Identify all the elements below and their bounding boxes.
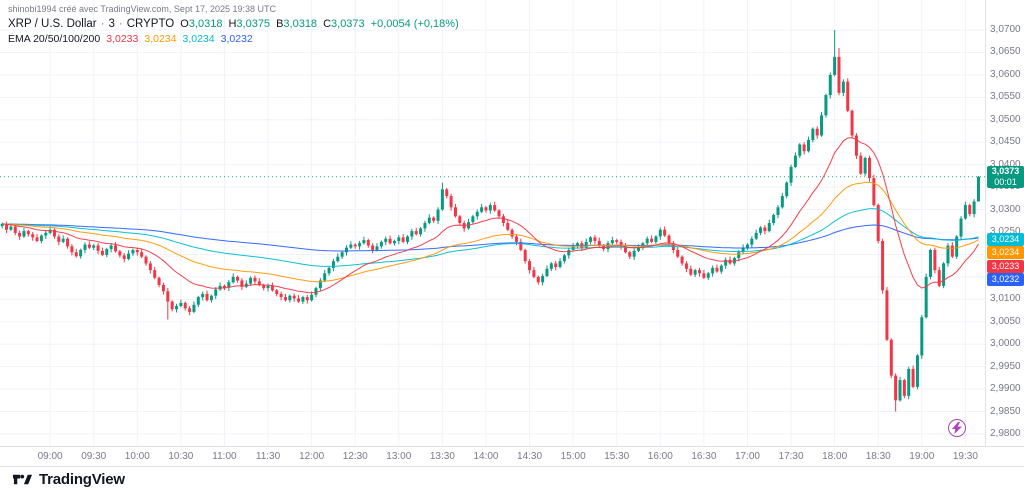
symbol-legend[interactable]: XRP / U.S. Dollar · 3 · CRYPTO O3,0318 H3,0375… — [8, 18, 459, 30]
time-label: 18:30 — [865, 451, 891, 462]
footer-bar: TradingView — [0, 466, 1024, 492]
price-tick-label: 3,0100 — [990, 293, 1021, 305]
time-label: 12:30 — [342, 451, 368, 462]
ema200-value: 3,0232 — [220, 33, 253, 45]
ema20-value: 3,0233 — [106, 33, 139, 45]
time-label: 14:30 — [517, 451, 543, 462]
price-tick-label: 3,0700 — [990, 24, 1021, 35]
time-label: 15:30 — [604, 451, 630, 462]
time-label: 17:00 — [734, 451, 760, 462]
time-label: 18:00 — [822, 451, 848, 462]
close-label: C — [323, 18, 332, 30]
open-label: O — [180, 18, 189, 30]
price-tick-label: 3,0000 — [990, 338, 1021, 350]
time-label: 19:30 — [952, 451, 978, 462]
ema20-price-tag: 3,0233 — [987, 259, 1024, 273]
ema50-value: 3,0234 — [144, 33, 177, 45]
price-tick-label: 2,9950 — [990, 360, 1021, 372]
time-label: 09:00 — [37, 451, 63, 462]
legend-separator: · — [100, 18, 105, 30]
chart-plot-area[interactable] — [0, 0, 985, 446]
time-label: 12:00 — [299, 451, 325, 462]
price-tick-label: 3,0300 — [990, 203, 1021, 215]
symbol-name: XRP / U.S. Dollar — [8, 18, 97, 30]
attribution-text: shinobi1994 créé avec TradingView.com, S… — [8, 4, 277, 14]
time-label: 09:30 — [81, 451, 107, 462]
time-label: 14:00 — [473, 451, 499, 462]
high-value: 3,0375 — [236, 18, 271, 30]
time-label: 11:00 — [212, 451, 237, 462]
price-tick-label: 3,0050 — [990, 315, 1021, 327]
grid-layer — [0, 0, 985, 446]
open-value: 3,0318 — [188, 18, 223, 30]
time-axis[interactable]: 09:00 09:30 10:00 10:30 11:00 11:30 12:00 12:30… — [0, 446, 1024, 466]
time-label: 15:00 — [560, 451, 586, 462]
price-tick-label: 3,0500 — [990, 113, 1021, 125]
time-label: 13:00 — [386, 451, 412, 462]
time-label: 10:00 — [124, 451, 150, 462]
time-label: 11:30 — [255, 451, 281, 462]
low-label: B — [276, 18, 284, 30]
time-label: 17:30 — [778, 451, 804, 462]
price-tick-label: 3,0600 — [990, 68, 1021, 80]
time-label: 16:00 — [647, 451, 673, 462]
tradingview-wordmark[interactable]: TradingView — [39, 471, 125, 488]
price-tick-label: 3,0250 — [990, 226, 1021, 237]
price-tick-label: 2,9850 — [990, 405, 1021, 417]
price-tick-label: 3,0650 — [990, 46, 1021, 58]
price-tick-label: 2,9900 — [990, 383, 1021, 395]
high-label: H — [228, 18, 237, 30]
price-axis[interactable]: 3,0700 3,0650 3,0600 3,0550 3,0500 3,0450 3,04… — [985, 0, 1024, 446]
price-tick-label: 2,9800 — [990, 428, 1021, 439]
boost-button[interactable] — [948, 419, 966, 437]
legend-separator: · — [118, 18, 123, 30]
interval-label: 3 — [108, 18, 115, 30]
ema200-price-tag: 3,0232 — [987, 273, 1024, 287]
change-value: +0,0054 (+0,18%) — [370, 18, 459, 30]
market-label: CRYPTO — [126, 18, 175, 30]
time-label: 16:30 — [691, 451, 717, 462]
ema100-price-tag: 3,0234 — [987, 232, 1024, 246]
ema-lines-layer — [2, 137, 979, 294]
chart-region: shinobi1994 créé avec TradingView.com, S… — [0, 0, 985, 446]
time-label: 13:30 — [429, 451, 455, 462]
low-value: 3,0318 — [283, 18, 318, 30]
lightning-icon — [952, 422, 962, 434]
close-value: 3,0373 — [331, 18, 365, 30]
last-price-tag: 3,0373 00:01 — [987, 165, 1024, 188]
ema50-price-tag: 3,0234 — [987, 246, 1024, 260]
candles-layer — [0, 30, 980, 412]
tradingview-logo[interactable] — [12, 472, 33, 487]
price-tick-label: 3,0400 — [990, 158, 1021, 170]
price-tick-label: 3,0450 — [990, 136, 1021, 148]
time-label: 19:00 — [909, 451, 935, 462]
ema100-value: 3,0234 — [182, 33, 215, 45]
chart-overlay: shinobi1994 créé avec TradingView.com, S… — [8, 4, 459, 48]
time-label: 10:30 — [168, 451, 194, 462]
price-tick-label: 3,0550 — [990, 91, 1021, 103]
ema-legend[interactable]: EMA 20/50/100/200 3,0233 3,0234 3,0234 3,023… — [8, 33, 459, 45]
ema-title: EMA 20/50/100/200 — [8, 33, 101, 45]
